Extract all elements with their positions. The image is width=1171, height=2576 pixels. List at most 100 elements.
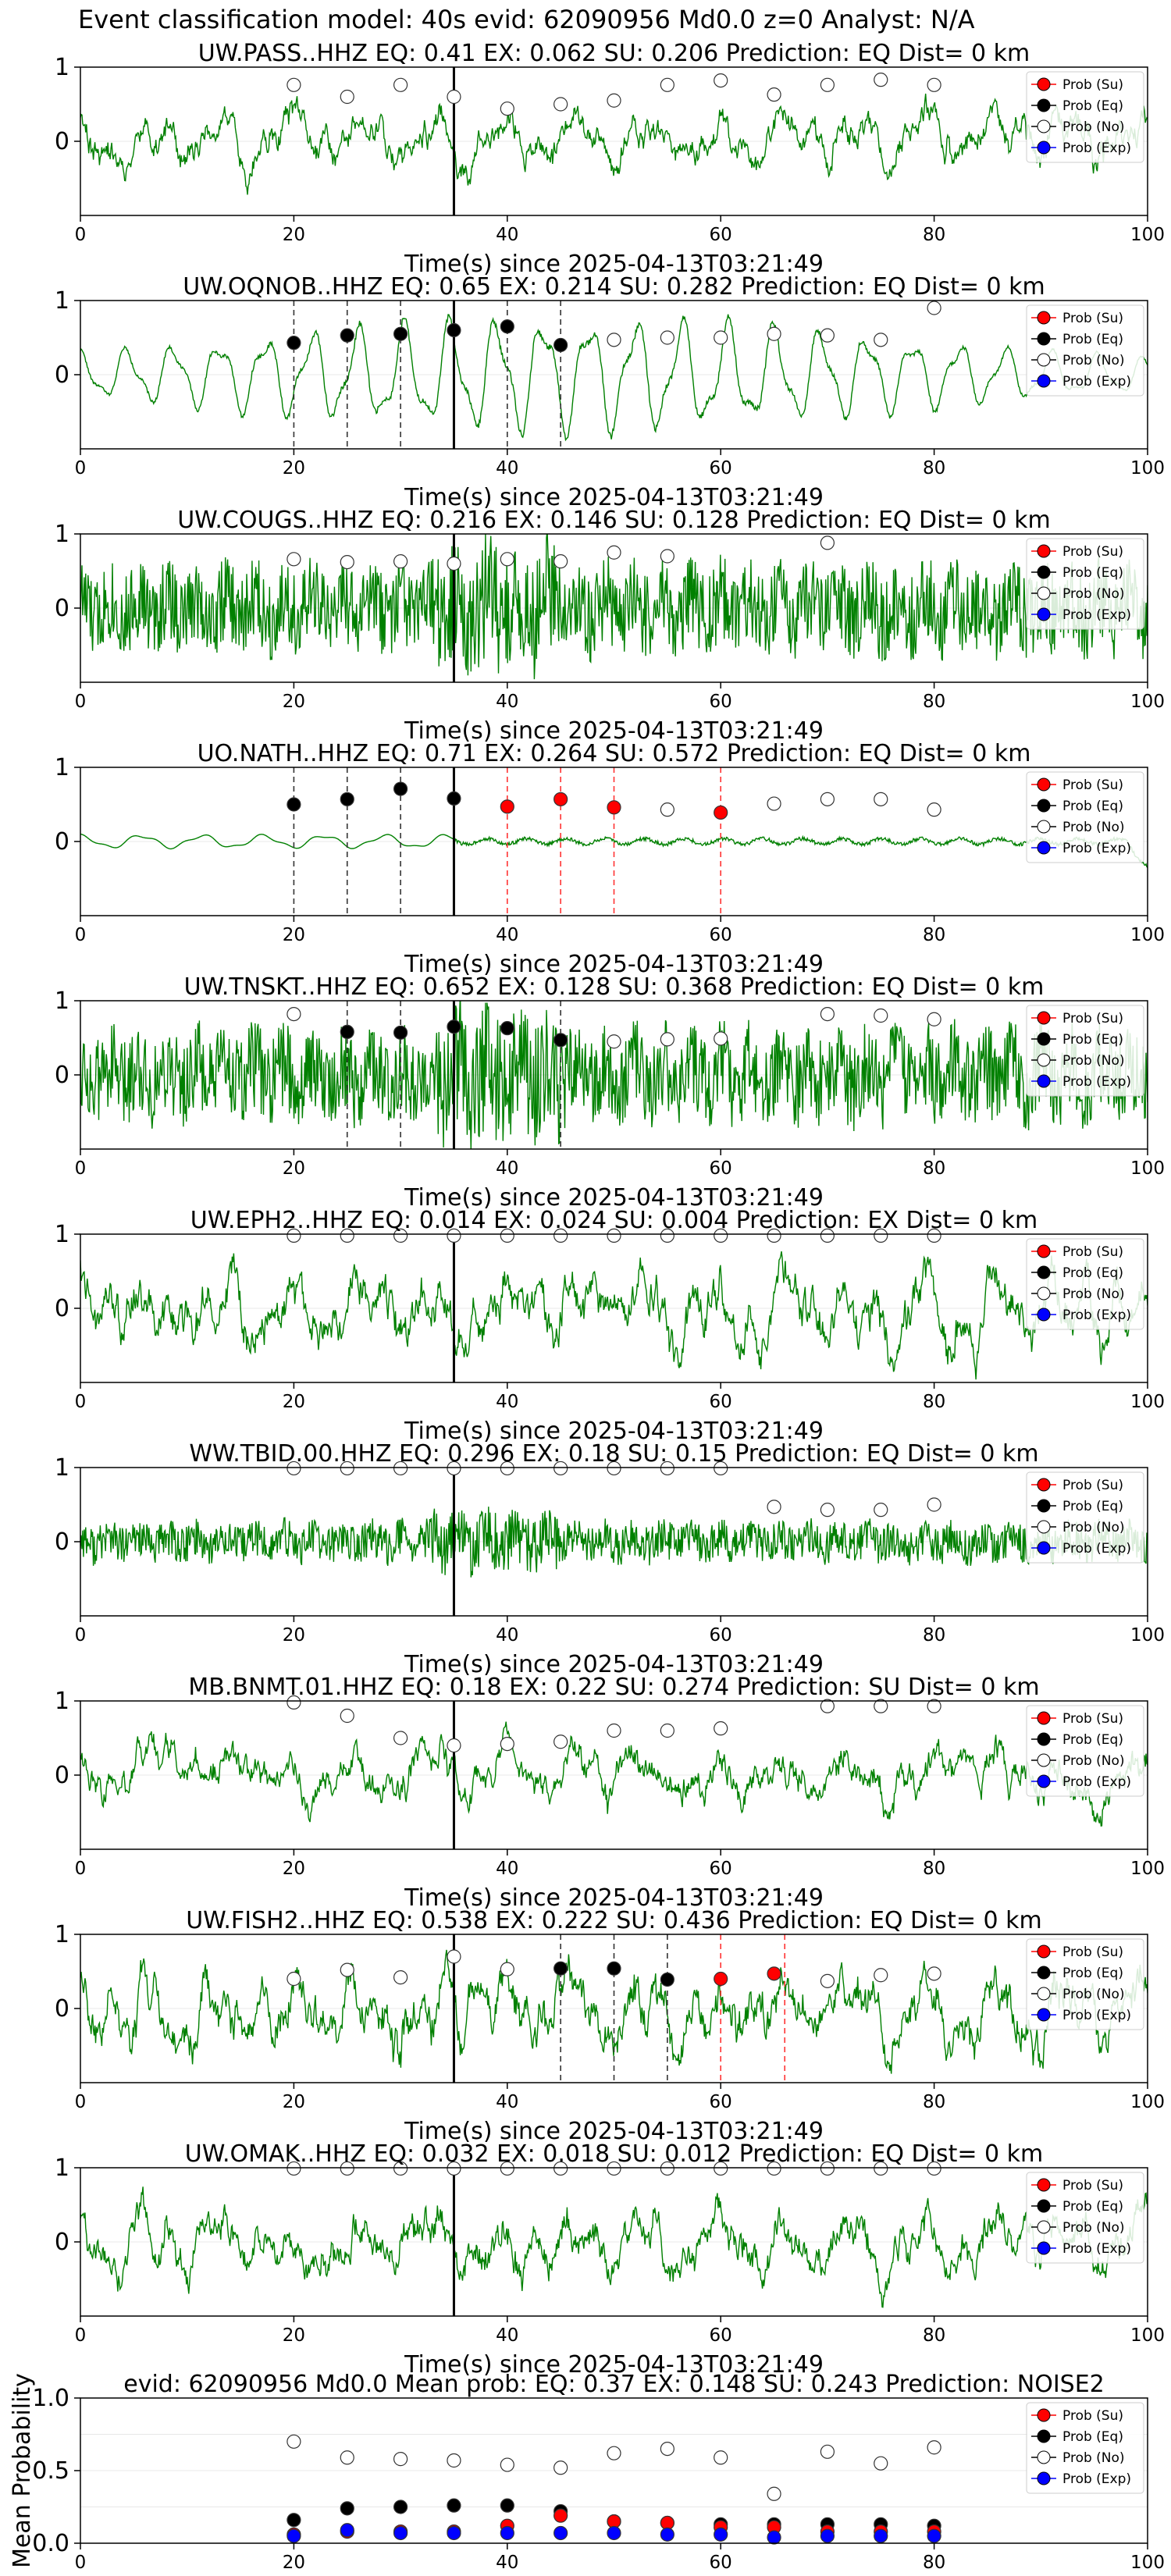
x-tick-label: 20 xyxy=(283,2553,305,2573)
legend-label: Prob (Su) xyxy=(1062,1011,1123,1026)
prob-point-su xyxy=(714,805,728,820)
prob-point-no xyxy=(340,2450,354,2465)
x-tick-label: 100 xyxy=(1130,1859,1165,1879)
x-axis-label: Time(s) since 2025-04-13T03:21:49 xyxy=(404,1884,824,1912)
prob-point-no xyxy=(660,1228,674,1244)
prob-point-no xyxy=(287,77,301,92)
legend-marker xyxy=(1037,586,1051,600)
prob-point-su xyxy=(500,799,514,814)
legend-label: Prob (Exp) xyxy=(1062,374,1131,390)
x-tick-label: 60 xyxy=(710,925,732,945)
legend-box xyxy=(1026,771,1144,863)
prob-point-no xyxy=(874,1503,888,1517)
seismic-waveform xyxy=(80,1721,1148,1827)
x-tick-label: 20 xyxy=(283,1158,305,1179)
x-tick-label: 80 xyxy=(923,225,945,245)
prob-point-no xyxy=(607,1228,621,1244)
prob-point-no xyxy=(820,792,835,806)
legend-label: Prob (No) xyxy=(1062,1286,1125,1302)
waveform-group xyxy=(80,1001,1148,1149)
y-tick-label: 0 xyxy=(55,1528,69,1556)
prob-point-eq xyxy=(447,791,461,806)
legend-label: Prob (Su) xyxy=(1062,1478,1123,1493)
legend-marker xyxy=(1037,1774,1051,1788)
x-tick-label: 20 xyxy=(283,692,305,712)
panel-title: UW.OQNOB..HHZ EQ: 0.65 EX: 0.214 SU: 0.2… xyxy=(183,273,1045,301)
prob-point-no xyxy=(607,1461,621,1476)
prob-point-eq xyxy=(340,328,354,343)
legend-label: Prob (Exp) xyxy=(1062,2471,1131,2487)
seismic-waveform xyxy=(80,534,1148,680)
prob-point-no xyxy=(874,1008,888,1023)
legend-label: Prob (Exp) xyxy=(1062,607,1131,623)
y-tick-label: 0 xyxy=(55,1762,69,1789)
prob-point-no xyxy=(500,1461,514,1476)
x-tick-label: 100 xyxy=(1130,925,1165,945)
prob-point-no xyxy=(820,328,835,343)
prob-point-no xyxy=(660,2442,674,2457)
legend-marker xyxy=(1037,1987,1051,2001)
legend-marker xyxy=(1037,2008,1051,2022)
panel-title: UO.NATH..HHZ EQ: 0.71 EX: 0.264 SU: 0.57… xyxy=(198,740,1031,767)
prob-point-eq xyxy=(500,319,514,334)
prob-point-eq xyxy=(447,1019,461,1034)
prob-point-no xyxy=(393,77,408,92)
prob-point-no xyxy=(660,1723,674,1738)
legend-marker xyxy=(1037,544,1051,558)
prob-point-no xyxy=(447,2161,461,2176)
panel-title: evid: 62090956 Md0.0 Mean prob: EQ: 0.37… xyxy=(123,2371,1105,2398)
legend-box xyxy=(1026,2172,1144,2264)
mean-probability-panel: 0 20 40 60 80 100 0.0 0.5 1.0 evid: 62090956 Md0.… xyxy=(9,2371,1165,2573)
y-tick-label: 0 xyxy=(55,1062,69,1089)
prob-point-su xyxy=(553,792,568,806)
legend-box xyxy=(1026,2402,1144,2494)
x-tick-label: 40 xyxy=(496,692,518,712)
prob-point-eq xyxy=(447,2498,461,2513)
prob-point-no xyxy=(820,535,835,550)
legend-marker xyxy=(1037,1011,1051,1025)
prob-point-no xyxy=(927,1228,941,1244)
prob-point-exp xyxy=(500,2525,514,2541)
x-tick-label: 80 xyxy=(923,925,945,945)
legend-label: Prob (Su) xyxy=(1062,777,1123,793)
prob-point-no xyxy=(447,2453,461,2468)
legend-label: Prob (Eq) xyxy=(1062,1732,1123,1748)
prob-point-no xyxy=(927,1966,941,1981)
x-tick-label: 80 xyxy=(923,1625,945,1646)
prob-point-no xyxy=(500,1228,514,1244)
prob-point-su xyxy=(767,1966,781,1981)
legend-label: Prob (Su) xyxy=(1062,2408,1123,2424)
seismic-waveform xyxy=(80,314,1148,442)
panel-title: MB.BNMT.01.HHZ EQ: 0.18 EX: 0.22 SU: 0.2… xyxy=(188,1674,1039,1701)
prob-point-eq xyxy=(607,1961,621,1976)
legend-marker xyxy=(1037,777,1051,792)
prob-point-no xyxy=(607,1723,621,1738)
prob-point-no xyxy=(874,1228,888,1244)
x-tick-label: 0 xyxy=(75,458,87,479)
waveform-group xyxy=(80,1507,1148,1578)
y-tick-label: 1 xyxy=(55,754,69,781)
prob-point-no xyxy=(393,1461,408,1476)
x-tick-label: 60 xyxy=(710,1859,732,1879)
x-tick-label: 80 xyxy=(923,1392,945,1412)
legend-marker xyxy=(1037,1944,1051,1959)
prob-point-no xyxy=(874,73,888,87)
legend-marker xyxy=(1037,1966,1051,1980)
y-tick-label: 0 xyxy=(55,1995,69,2023)
y-tick-label: 1 xyxy=(55,1688,69,1715)
x-tick-label: 100 xyxy=(1130,225,1165,245)
legend-marker xyxy=(1037,799,1051,813)
y-tick-label: 1 xyxy=(55,1921,69,1948)
prob-point-exp xyxy=(607,2525,621,2541)
legend-box xyxy=(1026,71,1144,163)
legend-label: Prob (No) xyxy=(1062,353,1125,368)
panel-title: WW.TBID.00.HHZ EQ: 0.296 EX: 0.18 SU: 0.… xyxy=(189,1440,1038,1468)
legend-label: Prob (Su) xyxy=(1062,1244,1123,1260)
y-tick-label: 0 xyxy=(55,361,69,389)
prob-point-no xyxy=(820,2444,835,2459)
legend-label: Prob (Eq) xyxy=(1062,1966,1123,1981)
prob-point-no xyxy=(607,1034,621,1049)
prob-point-no xyxy=(447,1738,461,1753)
prob-point-no xyxy=(553,2161,568,2176)
